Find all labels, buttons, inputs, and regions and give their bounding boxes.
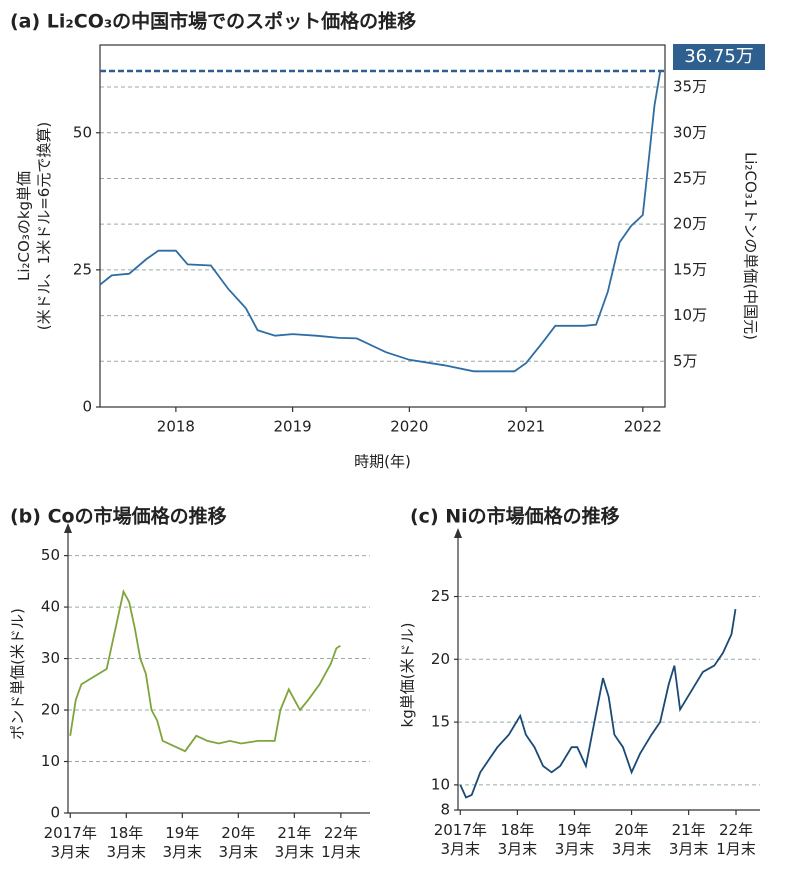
y-tick-label: 50	[41, 546, 60, 564]
y-tick-label: 25	[73, 260, 92, 278]
x-tick-label: 2019	[274, 418, 312, 436]
y-tick-label: 8	[440, 801, 450, 819]
y-tick-label: 10	[431, 775, 450, 793]
y2-tick-label: 25万	[673, 169, 707, 187]
x-tick-label: 19年 3月末	[555, 821, 595, 858]
y2-tick-label: 15万	[673, 260, 707, 278]
x-tick-label: 20年 3月末	[612, 821, 652, 858]
y-axis-label: ポンド単価(米ドル)	[9, 608, 27, 740]
x-tick-label: 18年 3月末	[106, 824, 146, 861]
axis-arrow	[64, 523, 72, 533]
y-tick-label: 10	[41, 752, 60, 770]
y-tick-label: 40	[41, 598, 60, 616]
y2-tick-label: 10万	[673, 306, 707, 324]
x-tick-label: 22年 1月末	[321, 824, 361, 861]
data-line	[99, 70, 662, 373]
y-axis-label: kg単価(米ドル)	[399, 623, 417, 728]
x-tick-label: 2022	[624, 418, 662, 436]
x-tick-label: 2020	[390, 418, 428, 436]
y-tick-label: 0	[50, 804, 60, 822]
x-axis-label: 時期(年)	[354, 453, 411, 471]
y-tick-label: 20	[41, 701, 60, 719]
x-tick-label: 2017年 3月末	[44, 824, 97, 861]
x-tick-label: 2021	[507, 418, 545, 436]
x-tick-label: 21年 3月末	[669, 821, 709, 858]
y-tick-label: 15	[431, 713, 450, 731]
y-tick-label: 0	[82, 398, 92, 416]
axes	[457, 530, 760, 811]
y2-axis-label: Li₂CO₃1トンの単価(中国元)	[742, 152, 760, 340]
chart-title: (c) Niの市場価格の推移	[410, 505, 620, 528]
chart-title: (a) Li₂CO₃の中国市場でのスポット価格の推移	[10, 10, 416, 33]
y-tick-label: 25	[431, 587, 450, 605]
x-tick-label: 18年 3月末	[498, 821, 538, 858]
y2-tick-label: 35万	[673, 78, 707, 96]
y-tick-label: 20	[431, 650, 450, 668]
x-tick-label: 22年 1月末	[716, 821, 756, 858]
y2-tick-label: 5万	[673, 352, 698, 370]
axis-arrow	[454, 528, 462, 538]
x-tick-label: 19年 3月末	[163, 824, 203, 861]
plot-frame	[99, 44, 666, 408]
axes	[67, 525, 370, 814]
x-tick-label: 2018	[157, 418, 195, 436]
y-tick-label: 50	[73, 123, 92, 141]
annotation-label: 36.75万	[684, 46, 754, 67]
y2-tick-label: 20万	[673, 215, 707, 233]
x-tick-label: 21年 3月末	[275, 824, 315, 861]
x-tick-label: 20年 3月末	[219, 824, 259, 861]
y-tick-label: 30	[41, 649, 60, 667]
data-line	[459, 608, 737, 799]
annotation-box	[673, 44, 765, 70]
data-line	[69, 589, 341, 753]
y2-tick-label: 30万	[673, 123, 707, 141]
x-tick-label: 2017年 3月末	[434, 821, 487, 858]
chart-title: (b) Coの市場価格の推移	[10, 505, 227, 528]
y-axis-label: Li₂CO₃のkg単価 (米ドル、1米ドル=6元で換算)	[15, 122, 53, 330]
